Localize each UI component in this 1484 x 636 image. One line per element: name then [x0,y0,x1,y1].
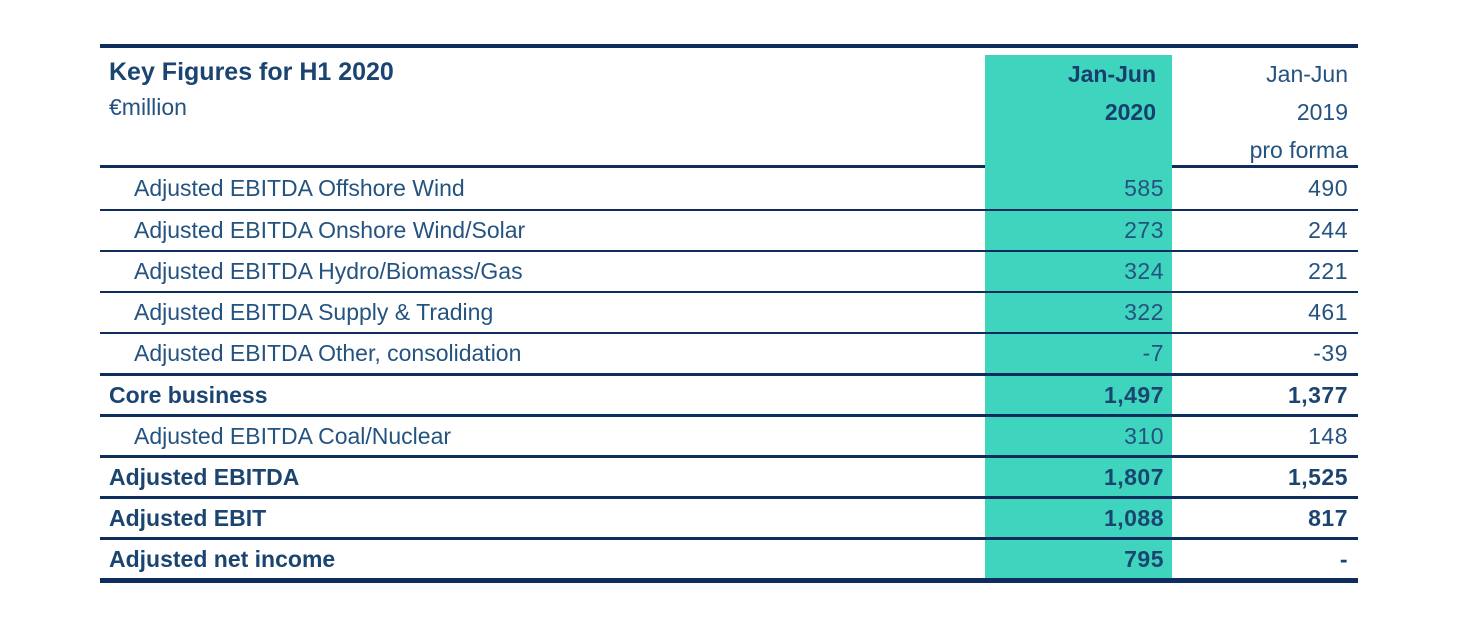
table-row-supply-trading: Adjusted EBITDA Supply & Trading 322 461 [100,291,1358,332]
value-2020: 324 [985,252,1172,291]
table-header-row: Key Figures for H1 2020 €million Jan-Jun… [100,48,1358,169]
value-2020: 585 [985,168,1172,209]
value-2019: 817 [1308,504,1348,531]
table-title: Key Figures for H1 2020 [109,58,394,86]
table-unit-label: €million [109,94,187,120]
column-header-2019-line3: pro forma [1249,137,1348,163]
value-2019: 1,377 [1287,381,1348,408]
row-label: Adjusted EBITDA [109,463,300,490]
column-header-2020: Jan-Jun 2020 [985,55,1172,169]
row-label: Adjusted EBITDA Supply & Trading [134,299,494,325]
table-row-onshore-wind-solar: Adjusted EBITDA Onshore Wind/Solar 273 2… [100,209,1358,250]
table-row-coal-nuclear: Adjusted EBITDA Coal/Nuclear 310 148 [100,414,1358,455]
column-header-2019: Jan-Jun 2019 pro forma [1172,55,1358,169]
column-header-2020-line1: Jan-Jun [1067,61,1156,87]
value-2019: 490 [1308,175,1348,201]
row-label: Adjusted EBITDA Hydro/Biomass/Gas [134,258,523,284]
value-2020: 273 [985,211,1172,250]
column-header-2019-line2: 2019 [1296,99,1348,125]
row-label: Adjusted EBITDA Other, consolidation [134,340,522,366]
value-2019: - [1339,545,1348,572]
value-2020: 322 [985,293,1172,332]
value-2020: 1,088 [985,499,1172,537]
column-header-2019-line1: Jan-Jun [1266,61,1348,87]
value-2019: -39 [1313,340,1348,366]
row-label: Adjusted EBITDA Coal/Nuclear [134,422,452,449]
value-2019: 461 [1308,299,1348,325]
table-row-offshore-wind: Adjusted EBITDA Offshore Wind 585 490 [100,168,1358,209]
table-row-core-business: Core business 1,497 1,377 [100,373,1358,414]
column-header-2020-line2: 2020 [1104,99,1156,125]
row-label: Adjusted EBITDA Onshore Wind/Solar [134,217,526,243]
row-label: Adjusted EBITDA Offshore Wind [134,175,465,201]
value-2020: -7 [985,334,1172,373]
value-2019: 148 [1308,422,1348,449]
row-label: Core business [109,381,268,408]
value-2019: 221 [1308,258,1348,284]
row-label: Adjusted EBIT [109,504,267,531]
row-label: Adjusted net income [109,545,336,572]
value-2020: 1,497 [985,376,1172,414]
value-2020: 795 [985,540,1172,578]
value-2020: 1,807 [985,458,1172,496]
table-row-adjusted-net-income: Adjusted net income 795 - [100,537,1358,578]
table-row-hydro-biomass-gas: Adjusted EBITDA Hydro/Biomass/Gas 324 22… [100,250,1358,291]
value-2019: 244 [1308,217,1348,243]
table-row-adjusted-ebit: Adjusted EBIT 1,088 817 [100,496,1358,537]
table-title-block: Key Figures for H1 2020 €million [100,55,985,169]
value-2020: 310 [985,417,1172,455]
table-row-other-consolidation: Adjusted EBITDA Other, consolidation -7 … [100,332,1358,373]
table-row-adjusted-ebitda: Adjusted EBITDA 1,807 1,525 [100,455,1358,496]
key-figures-table: Key Figures for H1 2020 €million Jan-Jun… [100,44,1358,583]
value-2019: 1,525 [1287,463,1348,490]
